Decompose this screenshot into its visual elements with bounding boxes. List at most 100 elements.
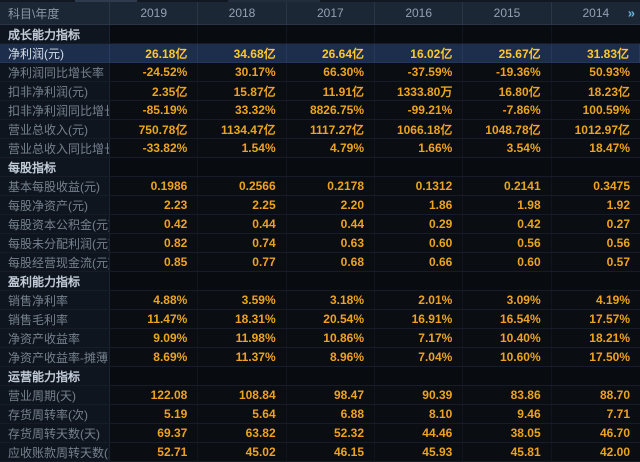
- row-label: 运营能力指标: [0, 367, 110, 385]
- cell-value: 1333.80万: [375, 82, 464, 100]
- cell-value: 9.09%: [110, 329, 199, 347]
- section-header-row[interactable]: 成长能力指标: [0, 25, 640, 44]
- table-row[interactable]: 存货周转天数(天) 69.37 63.82 52.32 44.46 38.05 …: [0, 424, 640, 443]
- cell-value: 16.91%: [375, 310, 464, 328]
- section-header-row[interactable]: 运营能力指标: [0, 367, 640, 386]
- cell-value: 10.86%: [286, 329, 375, 347]
- cell-value: 46.70: [551, 424, 640, 442]
- cell-value: [551, 272, 640, 290]
- cell-value: 122.08: [110, 386, 199, 404]
- cell-value: 0.60: [463, 253, 552, 271]
- cell-value: 88.70: [551, 386, 640, 404]
- cell-value: 90.39: [375, 386, 464, 404]
- cell-value: -37.59%: [375, 63, 464, 81]
- table-row[interactable]: 存货周转率(次) 5.19 5.64 6.88 8.10 9.46 7.71: [0, 405, 640, 424]
- cell-value: 1117.27亿: [286, 120, 375, 138]
- cell-value: 0.42: [463, 215, 552, 233]
- cell-value: -33.82%: [110, 139, 199, 157]
- cell-value: 3.59%: [198, 291, 287, 309]
- year-header-2019: 2019: [110, 2, 199, 24]
- table-row[interactable]: 营业周期(天) 122.08 108.84 98.47 90.39 83.86 …: [0, 386, 640, 405]
- table-row[interactable]: 每股未分配利润(元) 0.82 0.74 0.63 0.60 0.56 0.56: [0, 234, 640, 253]
- cell-value: -19.36%: [463, 63, 552, 81]
- year-header-2014-label: 2014: [582, 6, 610, 20]
- cell-value: 1.66%: [375, 139, 464, 157]
- cell-value: 17.57%: [551, 310, 640, 328]
- row-label: 营业总收入同比增长率: [0, 139, 110, 157]
- table-row[interactable]: 每股资本公积金(元) 0.42 0.44 0.44 0.29 0.42 0.27: [0, 215, 640, 234]
- table-row[interactable]: 净利润(元) 26.18亿 34.68亿 26.64亿 16.02亿 25.67…: [0, 44, 640, 63]
- cell-value: [551, 158, 640, 176]
- cell-value: [198, 272, 287, 290]
- cell-value: [198, 158, 287, 176]
- section-header-row[interactable]: 盈利能力指标: [0, 272, 640, 291]
- row-label: 应收账款周转天数(天): [0, 443, 110, 461]
- table-row[interactable]: 每股经营现金流(元) 0.85 0.77 0.68 0.66 0.60 0.57: [0, 253, 640, 272]
- cell-value: 83.86: [463, 386, 552, 404]
- cell-value: 1.92: [551, 196, 640, 214]
- cell-value: 30.17%: [198, 63, 287, 81]
- corner-header-label: 科目\年度: [0, 2, 110, 24]
- cell-value: 63.82: [198, 424, 287, 442]
- cell-value: 69.37: [110, 424, 199, 442]
- table-row[interactable]: 基本每股收益(元) 0.1986 0.2566 0.2178 0.1312 0.…: [0, 177, 640, 196]
- cell-value: 45.81: [463, 443, 552, 461]
- table-row[interactable]: 扣非净利润(元) 2.35亿 15.87亿 11.91亿 1333.80万 16…: [0, 82, 640, 101]
- cell-value: 0.77: [198, 253, 287, 271]
- row-label: 每股资本公积金(元): [0, 215, 110, 233]
- section-header-row[interactable]: 每股指标: [0, 158, 640, 177]
- cell-value: [110, 367, 199, 385]
- cell-value: 8826.75%: [286, 101, 375, 119]
- cell-value: [286, 367, 375, 385]
- row-label: 每股净资产(元): [0, 196, 110, 214]
- table-row[interactable]: 应收账款周转天数(天) 52.71 45.02 46.15 45.93 45.8…: [0, 443, 640, 462]
- cell-value: 0.66: [375, 253, 464, 271]
- row-label: 每股经营现金流(元): [0, 253, 110, 271]
- cell-value: 0.63: [286, 234, 375, 252]
- row-label: 净利润同比增长率: [0, 63, 110, 81]
- row-label: 净资产收益率: [0, 329, 110, 347]
- cell-value: 0.44: [286, 215, 375, 233]
- cell-value: 31.83亿: [551, 44, 640, 62]
- cell-value: 26.18亿: [110, 44, 199, 62]
- cell-value: 3.09%: [463, 291, 552, 309]
- cell-value: 7.71: [551, 405, 640, 423]
- cell-value: 1134.47亿: [198, 120, 287, 138]
- cell-value: 7.04%: [375, 348, 464, 366]
- cell-value: 0.68: [286, 253, 375, 271]
- row-label: 营业总收入(元): [0, 120, 110, 138]
- table-row[interactable]: 销售净利率 4.88% 3.59% 3.18% 2.01% 3.09% 4.19…: [0, 291, 640, 310]
- cell-value: 18.23亿: [551, 82, 640, 100]
- table-row[interactable]: 扣非净利润同比增长率 -85.19% 33.32% 8826.75% -99.2…: [0, 101, 640, 120]
- tab-remnant: [228, 0, 320, 2]
- table-row[interactable]: 净资产收益率 9.09% 11.98% 10.86% 7.17% 10.40% …: [0, 329, 640, 348]
- cell-value: -7.86%: [463, 101, 552, 119]
- row-label: 存货周转天数(天): [0, 424, 110, 442]
- cell-value: 34.68亿: [198, 44, 287, 62]
- cell-value: 16.80亿: [463, 82, 552, 100]
- table-row[interactable]: 营业总收入(元) 750.78亿 1134.47亿 1117.27亿 1066.…: [0, 120, 640, 139]
- cell-value: 1066.18亿: [375, 120, 464, 138]
- cell-value: 6.88: [286, 405, 375, 423]
- table-row[interactable]: 销售毛利率 11.47% 18.31% 20.54% 16.91% 16.54%…: [0, 310, 640, 329]
- cell-value: 38.05: [463, 424, 552, 442]
- cell-value: 11.98%: [198, 329, 287, 347]
- cell-value: 2.25: [198, 196, 287, 214]
- table-row[interactable]: 营业总收入同比增长率 -33.82% 1.54% 4.79% 1.66% 3.5…: [0, 139, 640, 158]
- year-header-2014: 2014 »: [552, 2, 640, 24]
- row-label: 盈利能力指标: [0, 272, 110, 290]
- cell-value: 2.23: [110, 196, 199, 214]
- cell-value: 7.17%: [375, 329, 464, 347]
- more-years-icon[interactable]: »: [627, 5, 635, 21]
- cell-value: [286, 272, 375, 290]
- cell-value: 1.54%: [198, 139, 287, 157]
- year-header-2018: 2018: [198, 2, 287, 24]
- cell-value: 2.35亿: [110, 82, 199, 100]
- table-row[interactable]: 净利润同比增长率 -24.52% 30.17% 66.30% -37.59% -…: [0, 63, 640, 82]
- cell-value: 16.02亿: [375, 44, 464, 62]
- table-row[interactable]: 净资产收益率-摊薄 8.69% 11.37% 8.96% 7.04% 10.60…: [0, 348, 640, 367]
- cell-value: 108.84: [198, 386, 287, 404]
- cell-value: 11.91亿: [286, 82, 375, 100]
- table-row[interactable]: 每股净资产(元) 2.23 2.25 2.20 1.86 1.98 1.92: [0, 196, 640, 215]
- cell-value: [375, 272, 464, 290]
